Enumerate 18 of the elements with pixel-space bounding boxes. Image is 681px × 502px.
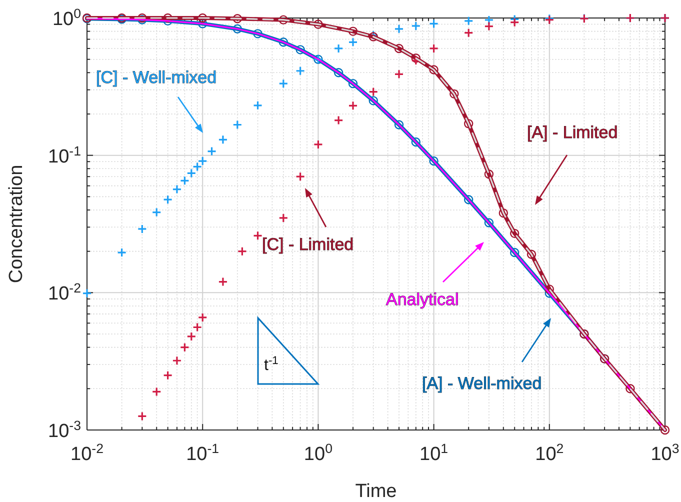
- x-tick-label: 10$^{0}$: [304, 440, 332, 465]
- y-tick-label: 10$^{-1}$: [48, 142, 81, 168]
- annotation: [A] - Well-mixed: [422, 374, 542, 393]
- y-axis-title: Concentration: [6, 164, 27, 284]
- annotation: Analytical: [386, 290, 459, 309]
- x-tick-label: 10$^{2}$: [535, 440, 564, 465]
- y-tick-label: 10$^{-2}$: [48, 280, 81, 305]
- annotation: [C] - Well-mixed: [96, 68, 217, 87]
- x-tick-label: 10$^{-1}$: [186, 440, 220, 465]
- annotation: [A] - Limited: [527, 123, 618, 142]
- x-tick-label: 10$^{1}$: [420, 440, 448, 465]
- annotation: [C] - Limited: [262, 235, 354, 254]
- x-tick-label: 10$^{-2}$: [70, 440, 104, 465]
- y-tick-label: 10$^{-3}$: [48, 418, 81, 442]
- x-axis-title: Time: [355, 481, 397, 502]
- annotation: t$^{-1}$: [264, 355, 278, 374]
- y-tick-label: 10$^{0}$: [52, 6, 81, 30]
- x-tick-label: 10$^{3}$: [650, 440, 680, 465]
